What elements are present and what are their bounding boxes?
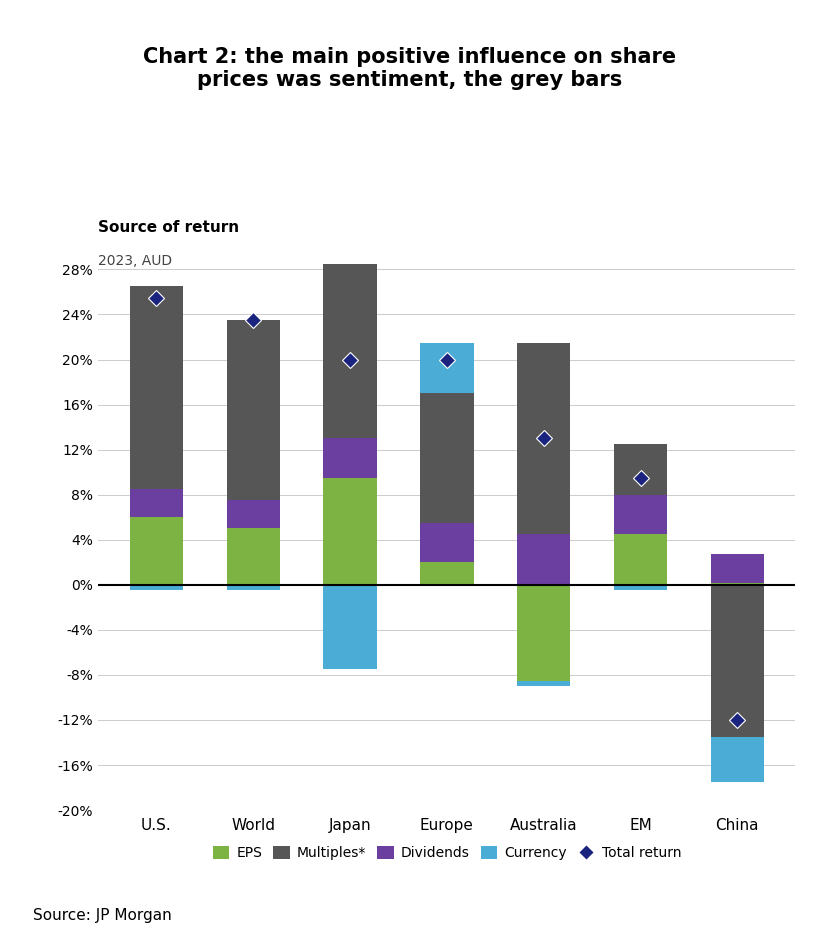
Bar: [517, 534, 570, 585]
Text: 2023, AUD: 2023, AUD: [98, 254, 172, 268]
Bar: [420, 343, 473, 394]
Bar: [710, 582, 763, 585]
Bar: [517, 585, 570, 680]
Bar: [420, 523, 473, 562]
Legend: EPS, Multiples*, Dividends, Currency, Total return: EPS, Multiples*, Dividends, Currency, To…: [206, 841, 686, 866]
Text: Chart 2: the main positive influence on share
prices was sentiment, the grey bar: Chart 2: the main positive influence on …: [143, 47, 676, 90]
Bar: [420, 562, 473, 585]
Bar: [517, 343, 570, 534]
Bar: [517, 680, 570, 686]
Bar: [710, 737, 763, 782]
Bar: [129, 489, 183, 517]
Bar: [613, 444, 667, 495]
Bar: [613, 534, 667, 585]
Bar: [710, 555, 763, 582]
Bar: [226, 585, 279, 591]
Bar: [323, 585, 376, 670]
Bar: [613, 585, 667, 591]
Bar: [323, 264, 376, 438]
Bar: [129, 286, 183, 489]
Text: Source of return: Source of return: [98, 220, 239, 236]
Bar: [226, 320, 279, 500]
Bar: [613, 495, 667, 534]
Bar: [226, 500, 279, 528]
Bar: [420, 394, 473, 523]
Bar: [226, 528, 279, 585]
Bar: [323, 438, 376, 478]
Bar: [129, 585, 183, 591]
Bar: [710, 585, 763, 737]
Bar: [129, 517, 183, 585]
Bar: [323, 478, 376, 585]
Text: Source: JP Morgan: Source: JP Morgan: [33, 908, 171, 923]
